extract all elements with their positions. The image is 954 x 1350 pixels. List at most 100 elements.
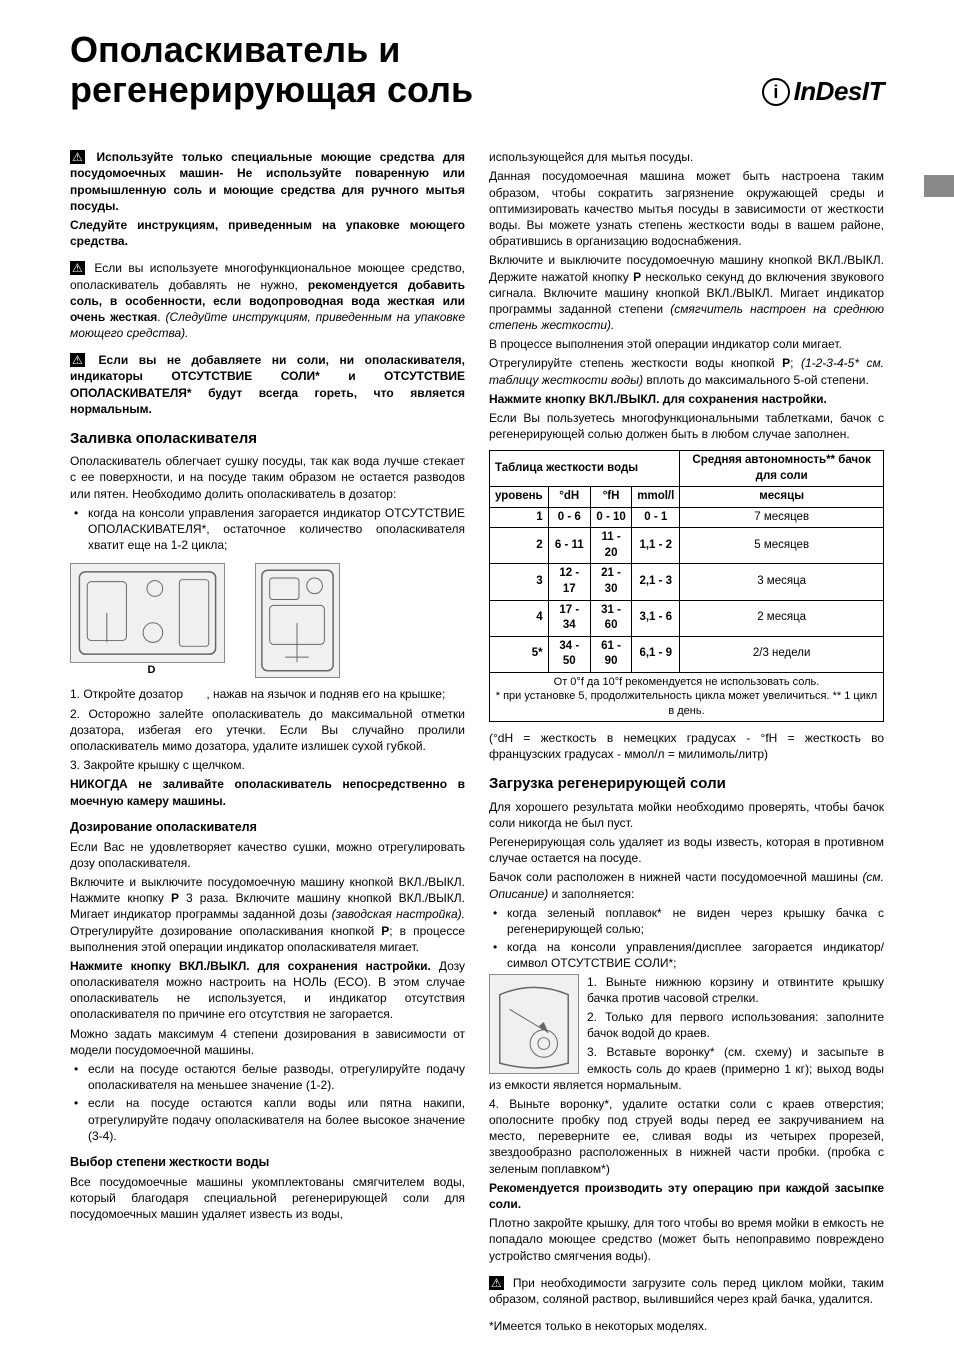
warning-3: Если вы не добавляете ни соли, ни ополас… — [70, 352, 465, 417]
warning-1-text: Используйте только специальные моющие ср… — [70, 150, 465, 213]
salt-n4: 4. Выньте воронку*, удалите остатки соли… — [489, 1096, 884, 1177]
content-columns: Используйте только специальные моющие ср… — [70, 149, 884, 1337]
warning-1: Используйте только специальные моющие ср… — [70, 149, 465, 214]
dosage-li2: если на посуде остаются капли воды или п… — [70, 1095, 465, 1144]
r3c0: 4 — [490, 600, 549, 636]
page-header: Ополаскиватель и регенерирующая соль iIn… — [70, 30, 884, 109]
r1c2: 11 - 20 — [590, 528, 631, 564]
col-0: уровень — [490, 487, 549, 508]
side-tab — [924, 175, 954, 197]
r3c2: 31 - 60 — [590, 600, 631, 636]
step-1: 1. Откройте дозатор , нажав на язычок и … — [70, 686, 465, 702]
r3c1: 17 - 34 — [548, 600, 590, 636]
r4c3: 6,1 - 9 — [632, 636, 680, 672]
diagram-d-label: D — [148, 663, 156, 678]
table-note: От 0°f да 10°f рекомендуется не использо… — [490, 672, 884, 722]
salt-steps-wrap: 1. Выньте нижнюю корзину и отвинтите кры… — [489, 974, 884, 1096]
dosage-title: Дозирование ополаскивателя — [70, 819, 465, 836]
dosage-p2: Включите и выключите посудомоечную машин… — [70, 874, 465, 955]
r2c1: 12 - 17 — [548, 564, 590, 600]
d2p1: P — [171, 891, 179, 905]
salt-bold: Рекомендуется производить эту операцию п… — [489, 1180, 884, 1212]
salt-diagram — [489, 974, 579, 1074]
step-3: 3. Закройте крышку с щелчком. — [70, 757, 465, 773]
footnote: *Имеется только в некоторых моделях. — [489, 1318, 884, 1334]
salt-li2: когда на консоли управления/дисплее заго… — [489, 939, 884, 971]
warning-1b: Следуйте инструкциям, приведенным на упа… — [70, 217, 465, 249]
r2c4: 3 месяца — [680, 564, 884, 600]
sw-text: При необходимости загрузите соль перед ц… — [489, 1276, 884, 1306]
r2c2: 21 - 30 — [590, 564, 631, 600]
r4c4: 2/3 недели — [680, 636, 884, 672]
units-note: (°dH = жесткость в немецких градусах - °… — [489, 730, 884, 762]
cont1: использующейся для мытья посуды. — [489, 149, 884, 165]
s1b: , нажав на язычок и подняв его на крышке… — [206, 687, 445, 701]
salt-p3: Бачок соли расположен в нижней части пос… — [489, 869, 884, 901]
warning-icon — [70, 353, 85, 367]
hardness-p1: Все посудомоечные машины укомплектованы … — [70, 1174, 465, 1223]
r2c0: 3 — [490, 564, 549, 600]
th-left: Таблица жесткости воды — [490, 451, 680, 487]
r0c3: 0 - 1 — [632, 507, 680, 528]
salt-p5: Плотно закройте крышку, для того чтобы в… — [489, 1215, 884, 1264]
page-title: Ополаскиватель и регенерирующая соль — [70, 30, 473, 109]
warning-icon — [489, 1276, 504, 1290]
r1c4: 5 месяцев — [680, 528, 884, 564]
r0c4: 7 месяцев — [680, 507, 884, 528]
w2-tail: . — [157, 310, 165, 324]
warning-icon — [70, 261, 85, 275]
diagram-dispenser-2 — [255, 563, 340, 678]
r-bold1: Нажмите кнопку ВКЛ./ВЫКЛ. для сохранения… — [489, 391, 884, 407]
r3a: Отрегулируйте степень жесткости воды кно… — [489, 356, 782, 370]
warning-icon — [70, 150, 85, 164]
r1c3: 1,1 - 2 — [632, 528, 680, 564]
col-1: °dH — [548, 487, 590, 508]
d2d: Отрегулируйте дозирование ополаскивания … — [70, 924, 381, 938]
r-p1a: Данная посудомоечная машина может быть н… — [489, 168, 884, 249]
r4c0: 5* — [490, 636, 549, 672]
sp3c: и заполняется: — [548, 887, 634, 901]
step-2: 2. Осторожно залейте ополаскиватель до м… — [70, 706, 465, 755]
never-pour: НИКОГДА не заливайте ополаскиватель непо… — [70, 776, 465, 808]
hardness-table: Таблица жесткости воды Средняя автономно… — [489, 450, 884, 722]
r3d: вплоть до максимального 5-ой степени. — [643, 373, 869, 387]
r2c3: 2,1 - 3 — [632, 564, 680, 600]
warning-2: Если вы используете многофункциональное … — [70, 260, 465, 341]
brand-logo: iInDesIT — [762, 74, 884, 109]
col-3: mmol/l — [632, 487, 680, 508]
tn2: * при установке 5, продолжительность цик… — [496, 690, 877, 717]
salt-li1: когда зеленый поплавок* не виден через к… — [489, 905, 884, 937]
dosage-p4: Можно задать максимум 4 степени дозирова… — [70, 1026, 465, 1058]
r4c2: 61 - 90 — [590, 636, 631, 672]
r3p: P — [782, 356, 790, 370]
w3-text: Если вы не добавляете ни соли, ни ополас… — [70, 353, 465, 416]
r0c2: 0 - 10 — [590, 507, 631, 528]
left-column: Используйте только специальные моющие ср… — [70, 149, 465, 1337]
dosage-p1: Если Вас не удовлетворяет качество сушки… — [70, 839, 465, 871]
salt-p2: Регенерирующая соль удаляет из воды изве… — [489, 834, 884, 866]
sp3a: Бачок соли расположен в нижней части пос… — [489, 870, 862, 884]
col-4: месяцы — [680, 487, 884, 508]
title-line-2: регенерирующая соль — [70, 69, 473, 110]
r-p3: Отрегулируйте степень жесткости воды кно… — [489, 355, 884, 387]
diagram-row: D — [70, 563, 465, 678]
r1c0: 2 — [490, 528, 549, 564]
title-line-1: Ополаскиватель и — [70, 29, 400, 70]
d2c: (заводская настройка). — [332, 907, 465, 921]
r3b: ; — [790, 356, 801, 370]
salt-title: Загрузка регенерирующей соли — [489, 774, 884, 794]
diagram-dispenser-1: D — [70, 563, 225, 663]
r3c3: 3,1 - 6 — [632, 600, 680, 636]
r4c1: 34 - 50 — [548, 636, 590, 672]
r-p1b: Включите и выключите посудомоечную машин… — [489, 252, 884, 333]
tn1: От 0°f да 10°f рекомендуется не использо… — [554, 676, 820, 688]
right-column: использующейся для мытья посуды. Данная … — [489, 149, 884, 1337]
dosage-save: Нажмите кнопку ВКЛ./ВЫКЛ. для сохранения… — [70, 958, 465, 1023]
rinse-aid-li1: когда на консоли управления загорается и… — [70, 505, 465, 554]
r1c1: 6 - 11 — [548, 528, 590, 564]
ds-bold: Нажмите кнопку ВКЛ./ВЫКЛ. для сохранения… — [70, 959, 431, 973]
rinse-aid-title: Заливка ополаскивателя — [70, 429, 465, 449]
r-p4: Если Вы пользуетесь многофункциональными… — [489, 410, 884, 442]
salt-p1: Для хорошего результата мойки необходимо… — [489, 799, 884, 831]
col-2: °fH — [590, 487, 631, 508]
